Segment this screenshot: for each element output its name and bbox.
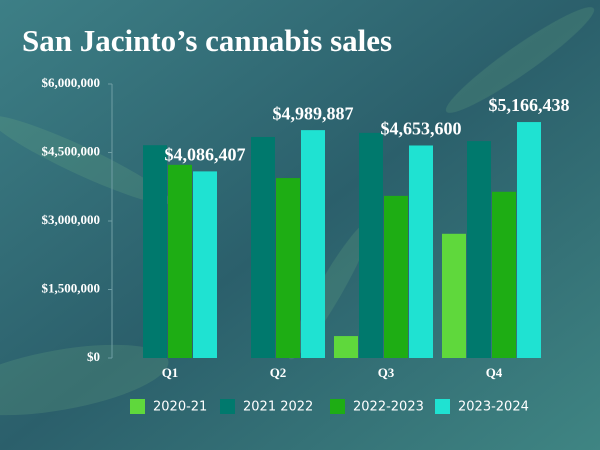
value-label: $4,989,887 <box>273 103 354 123</box>
bar <box>301 130 325 358</box>
value-label: $5,166,438 <box>489 95 570 115</box>
legend-label: 2020-21 <box>153 400 207 415</box>
value-label: $4,653,600 <box>381 119 462 139</box>
bar <box>442 233 466 358</box>
y-tick-label: $6,000,000 <box>42 75 101 90</box>
legend-label: 2022-2023 <box>353 400 424 415</box>
legend-label: 2023-2024 <box>458 400 529 415</box>
y-tick-label: $3,000,000 <box>42 212 101 227</box>
bar <box>384 195 408 358</box>
bar <box>492 191 516 358</box>
y-tick-label: $1,500,000 <box>42 280 101 295</box>
legend-swatch <box>330 399 345 414</box>
bar <box>517 122 541 358</box>
chart-title: San Jacinto’s cannabis sales <box>22 23 392 58</box>
bar <box>276 178 300 358</box>
bar <box>467 141 491 358</box>
legend-swatch <box>220 399 235 414</box>
bar <box>334 336 358 358</box>
legend-swatch <box>130 399 145 414</box>
x-tick-label: Q2 <box>270 365 287 380</box>
x-tick-label: Q4 <box>486 365 503 380</box>
x-tick-label: Q3 <box>378 365 395 380</box>
bar <box>168 164 192 358</box>
legend-swatch <box>435 399 450 414</box>
bar <box>409 145 433 358</box>
x-tick-label: Q1 <box>162 365 179 380</box>
legend-label: 2021 2022 <box>243 400 313 415</box>
leaf-decoration <box>0 7 595 416</box>
value-label: $4,086,407 <box>165 145 246 165</box>
bar <box>251 136 275 358</box>
y-tick-label: $0 <box>87 349 100 364</box>
y-tick-label: $4,500,000 <box>42 143 101 158</box>
bar <box>359 132 383 358</box>
bar <box>193 171 217 358</box>
bar <box>143 145 167 358</box>
